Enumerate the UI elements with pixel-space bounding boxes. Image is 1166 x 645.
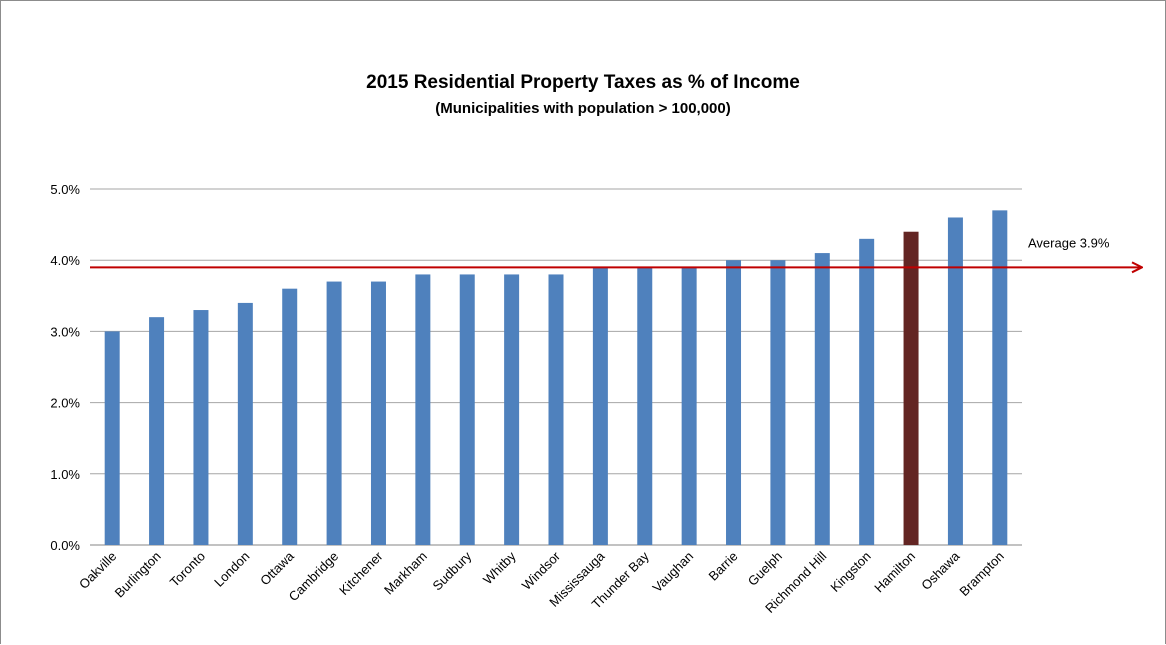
y-tick-label: 0.0%: [50, 538, 80, 553]
x-tick-label: Ottawa: [257, 548, 297, 588]
bar-oakville: [104, 331, 120, 545]
x-tick-label: Hamilton: [871, 549, 918, 596]
bar-toronto: [193, 310, 209, 545]
y-tick-label: 4.0%: [50, 253, 80, 268]
x-tick-label: Markham: [381, 549, 430, 598]
bar-mississauga: [592, 267, 608, 545]
x-tick-label: Kitchener: [336, 548, 386, 598]
bar-markham: [415, 274, 431, 545]
bar-windsor: [548, 274, 564, 545]
bar-hamilton: [903, 231, 919, 545]
y-tick-label: 3.0%: [50, 324, 80, 339]
x-tick-label: Sudbury: [430, 548, 475, 593]
bar-burlington: [149, 317, 165, 545]
bars: [104, 210, 1008, 546]
bar-ottawa: [282, 288, 298, 545]
bar-whitby: [504, 274, 520, 545]
bar-oshawa: [947, 217, 963, 546]
bar-kingston: [859, 238, 875, 545]
x-tick-label: Whitby: [480, 548, 519, 587]
bar-vaughan: [681, 267, 697, 545]
x-tick-label: Brampton: [956, 549, 1006, 599]
bar-cambridge: [326, 281, 342, 545]
x-tick-label: Windsor: [519, 548, 564, 593]
average-label: Average 3.9%: [1028, 235, 1110, 250]
average-marker: Average 3.9%: [90, 235, 1141, 267]
bar-brampton: [992, 210, 1008, 546]
bar-london: [237, 302, 253, 545]
x-tick-label: Vaughan: [650, 549, 697, 596]
bar-thunder-bay: [637, 267, 653, 545]
x-tick-label: Oshawa: [918, 548, 963, 593]
x-tick-label: Burlington: [112, 549, 164, 601]
x-tick-label: Oakville: [76, 549, 119, 592]
x-tick-label: Barrie: [706, 549, 741, 584]
x-tick-label: Guelph: [745, 549, 785, 589]
chart-title: 2015 Residential Property Taxes as % of …: [366, 72, 800, 93]
x-tick-label: Toronto: [167, 549, 208, 590]
bar-kitchener: [370, 281, 386, 545]
bar-guelph: [770, 260, 786, 545]
y-tick-label: 2.0%: [50, 396, 80, 411]
bar-sudbury: [459, 274, 475, 545]
y-axis-tick-labels: 0.0% 1.0% 2.0% 3.0% 4.0% 5.0%: [50, 182, 80, 553]
chart-subtitle: (Municipalities with population > 100,00…: [435, 100, 731, 117]
y-tick-label: 1.0%: [50, 467, 80, 482]
x-tick-label: Kingston: [827, 549, 873, 595]
y-tick-label: 5.0%: [50, 182, 80, 197]
x-tick-label: London: [211, 549, 252, 590]
bar-richmond-hill: [814, 253, 830, 545]
bar-barrie: [726, 260, 742, 545]
